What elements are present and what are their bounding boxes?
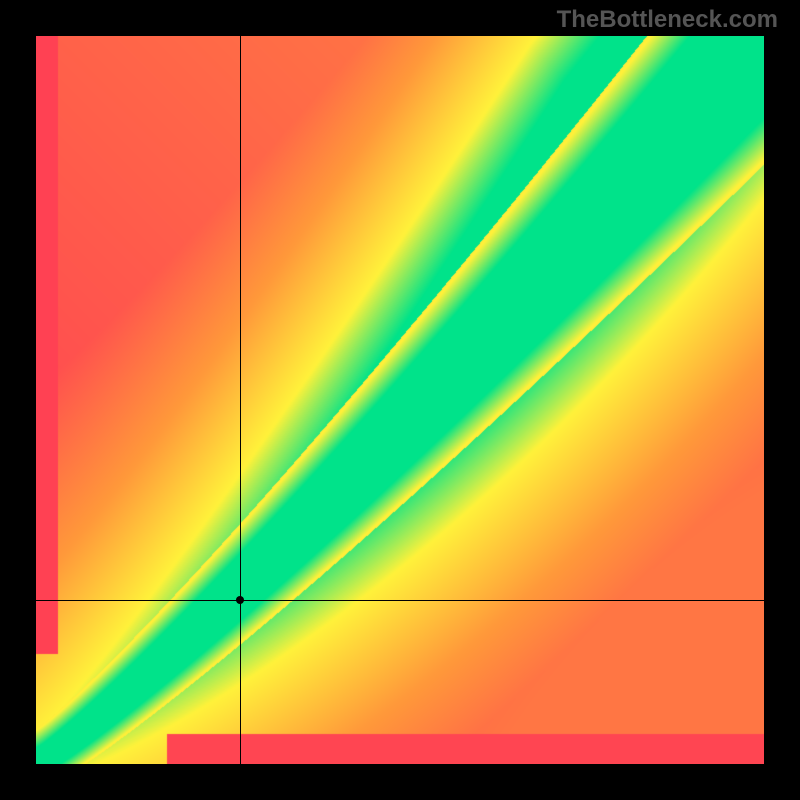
heatmap-canvas [36, 36, 764, 764]
chart-container: TheBottleneck.com [0, 0, 800, 800]
crosshair-horizontal [36, 600, 764, 601]
intersection-marker [236, 596, 244, 604]
crosshair-vertical [240, 36, 241, 764]
watermark-text: TheBottleneck.com [557, 6, 778, 34]
heatmap-plot [36, 36, 764, 764]
